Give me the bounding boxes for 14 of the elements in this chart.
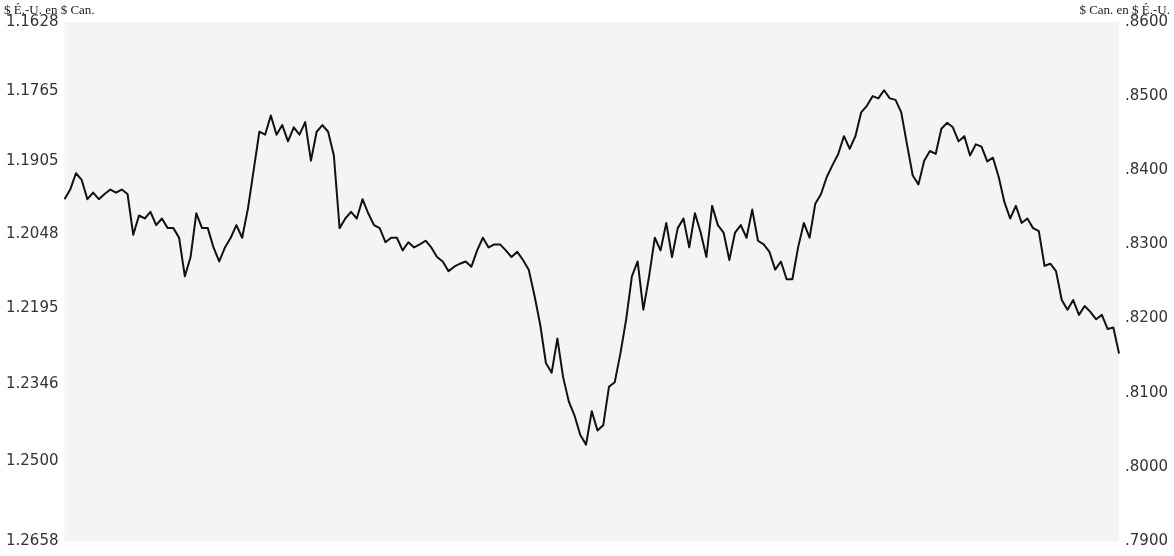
y2-tick-label: .8100 — [1125, 382, 1169, 401]
y2-tick-label: .7900 — [1125, 530, 1169, 549]
y-tick-label: 1.1765 — [5, 80, 59, 99]
y-tick-label: 1.2500 — [5, 451, 59, 470]
y-tick-label: 1.2048 — [5, 223, 59, 242]
y2-tick-label: .8500 — [1125, 86, 1169, 105]
y2-tick-label: .8400 — [1125, 160, 1169, 179]
y-tick-label: 1.2658 — [5, 530, 59, 549]
y2-tick-label: .8300 — [1125, 234, 1169, 253]
y-tick-label: 1.2195 — [5, 297, 59, 316]
y2-tick-label: .8000 — [1125, 456, 1169, 475]
y-tick-label: 1.2346 — [5, 373, 59, 392]
y-tick-label: 1.1905 — [5, 151, 59, 170]
y2-tick-label: .8200 — [1125, 308, 1169, 327]
